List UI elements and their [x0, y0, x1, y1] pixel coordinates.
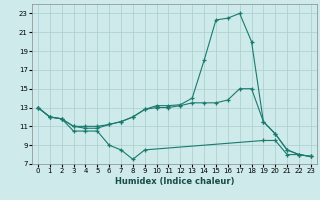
- X-axis label: Humidex (Indice chaleur): Humidex (Indice chaleur): [115, 177, 234, 186]
